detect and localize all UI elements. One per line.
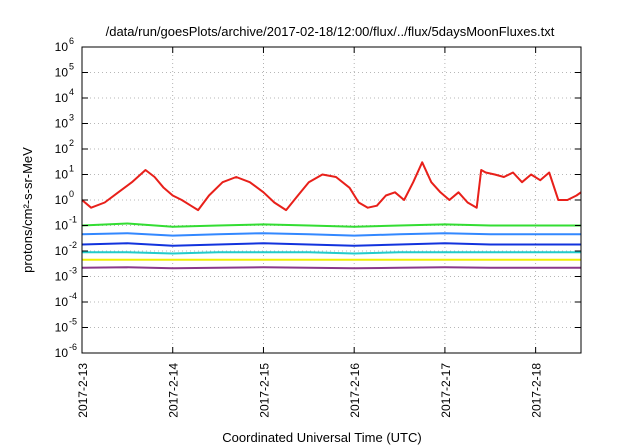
x-axis-label: Coordinated Universal Time (UTC)	[222, 430, 421, 445]
y-tick-label: 10	[55, 219, 69, 233]
y-tick-label: 10	[55, 117, 69, 131]
y-tick-label: 10	[55, 244, 69, 258]
y-tick-exponent: 2	[69, 138, 74, 148]
x-axis: 2017-2-13 2017-2-14 2017-2-15 2017-2-16 2017…	[76, 47, 544, 418]
y-tick-label: 10	[55, 91, 69, 105]
y-axis-label: protons/cm²-s-sr-MeV	[20, 147, 35, 273]
y-tick-exponent: -2	[69, 240, 77, 250]
x-tick-label: 2017-2-13	[76, 363, 90, 418]
y-tick-label: 10	[55, 66, 69, 80]
y-tick-exponent: 5	[69, 62, 74, 72]
x-tick-label: 2017-2-15	[257, 363, 271, 418]
series-line-1	[81, 222, 581, 228]
y-tick-exponent: 6	[69, 36, 74, 46]
series-line-3	[81, 242, 581, 247]
x-tick-label: 2017-2-17	[439, 363, 453, 418]
series-line-4	[82, 251, 581, 255]
series-line-6	[81, 266, 581, 270]
y-axis: 10 -610 -510 -410 -310 -210 -110 010 110 210 310 41…	[55, 36, 581, 360]
chart-title: /data/run/goesPlots/archive/2017-02-18/1…	[106, 24, 555, 39]
y-tick-label: 10	[55, 270, 69, 284]
y-tick-exponent: -3	[69, 266, 77, 276]
series-line-0	[81, 161, 582, 212]
y-tick-label: 10	[55, 346, 69, 360]
x-tick-label: 2017-2-16	[348, 363, 362, 418]
y-tick-exponent: 3	[69, 113, 74, 123]
y-tick-exponent: -4	[69, 291, 77, 301]
y-tick-label: 10	[55, 168, 69, 182]
series-line-2	[81, 232, 581, 237]
series-layer	[81, 161, 582, 270]
y-tick-label: 10	[55, 40, 69, 54]
x-tick-label: 2017-2-18	[530, 363, 544, 418]
y-tick-exponent: -5	[69, 317, 77, 327]
y-tick-label: 10	[55, 142, 69, 156]
y-tick-exponent: 1	[69, 164, 74, 174]
x-tick-label: 2017-2-14	[167, 363, 181, 418]
y-tick-exponent: 4	[69, 87, 74, 97]
y-tick-exponent: -1	[69, 215, 77, 225]
y-tick-exponent: 0	[69, 189, 74, 199]
y-tick-label: 10	[55, 193, 69, 207]
y-tick-label: 10	[55, 321, 69, 335]
y-tick-label: 10	[55, 295, 69, 309]
y-tick-exponent: -6	[69, 342, 77, 352]
